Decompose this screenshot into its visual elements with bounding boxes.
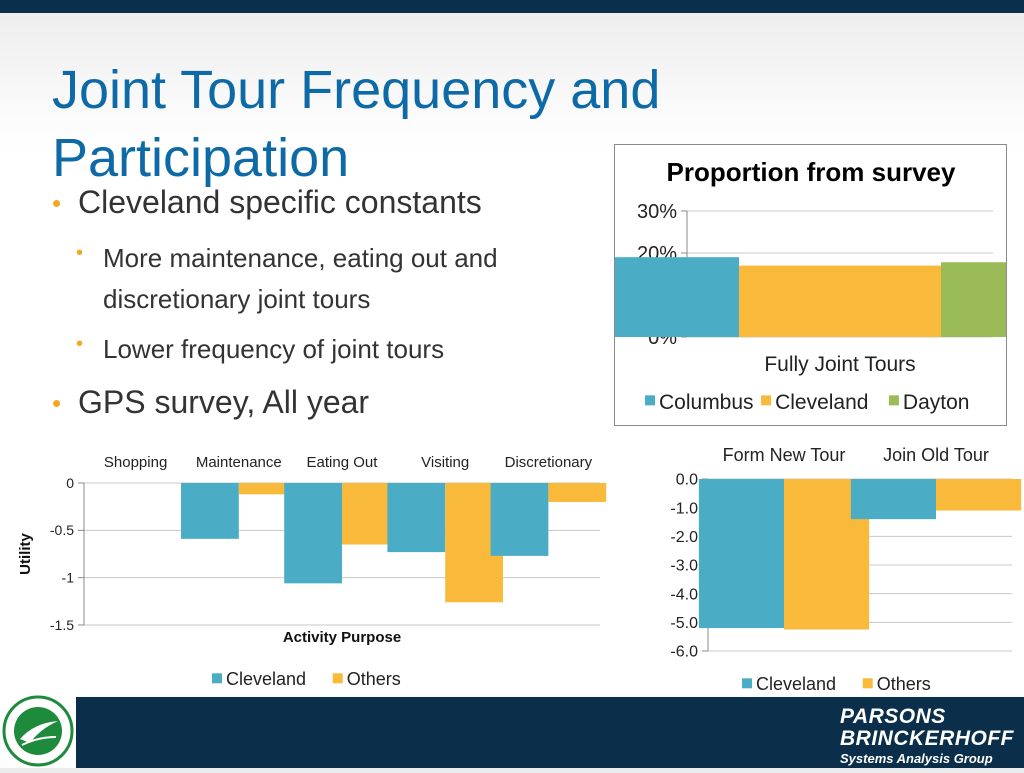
y-tick-label: -6.0: [670, 644, 698, 661]
ohio-dot-logo-icon: [0, 693, 76, 768]
legend-label-cleveland: Cleveland: [756, 674, 836, 694]
bar-cleveland-join-old-tour: [850, 479, 936, 520]
y-tick-label: -0.5: [50, 522, 74, 538]
bar-columbus-fully-joint-tours: [537, 257, 740, 337]
category-label-shopping: Shopping: [104, 454, 167, 471]
category-label-visiting: Visiting: [421, 454, 469, 471]
y-tick-label: -1.0: [670, 500, 698, 517]
y-tick-label: -2.0: [670, 529, 698, 546]
bullet-cleveland-constants: Cleveland specific constants: [78, 184, 482, 220]
bar-cleveland-eating-out: [284, 483, 342, 584]
category-label-discretionary: Discretionary: [505, 454, 593, 471]
y-tick-label: -1: [62, 570, 75, 586]
bar-cleveland-visiting: [387, 483, 446, 553]
brand-line-1: PARSONS: [840, 705, 946, 728]
bar-others-join-old-tour: [936, 479, 1022, 511]
footer-bar: [0, 697, 1024, 768]
legend-label-columbus: Columbus: [659, 391, 754, 414]
bullet-dot-icon: •: [52, 388, 62, 418]
activity-purpose-utility-chart: 0 -0.5 -1 -1.5 Shopping Maintenance Eating Out…: [17, 454, 607, 689]
y-tick-label: 30%: [637, 201, 677, 223]
y-axis-title: Utility: [17, 533, 34, 575]
bullet-dot-icon: •: [76, 242, 84, 264]
y-tick-label: -1.5: [50, 617, 74, 633]
bullet-more-tours-line2: discretionary joint tours: [103, 284, 371, 314]
bar-cleveland-form-new-tour: [698, 479, 784, 629]
bullet-gps-survey: GPS survey, All year: [78, 384, 370, 420]
legend-swatch-others: [332, 673, 343, 684]
y-tick-label: -4.0: [670, 586, 698, 603]
bullet-dot-icon: •: [52, 188, 62, 218]
slide-title: Joint Tour Frequency and Participation: [52, 56, 752, 192]
y-tick-label: 0: [66, 475, 74, 491]
legend-swatch-cleveland: [212, 673, 222, 684]
bullet-dot-icon: •: [76, 333, 84, 355]
bar-dayton-fully-joint-tours: [940, 262, 1024, 337]
category-label-fully-joint-tours: Fully Joint Tours: [764, 353, 915, 376]
category-label-join-old-tour: Join Old Tour: [883, 445, 989, 465]
bar-cleveland-fully-joint-tours: [739, 265, 941, 337]
slide-title-line-2: Participation: [52, 128, 350, 188]
category-label-eating-out: Eating Out: [307, 454, 379, 471]
legend-swatch-columbus: [645, 395, 655, 406]
category-label-form-new-tour: Form New Tour: [723, 445, 846, 465]
legend-label-others: Others: [347, 669, 401, 689]
brand-line-3: Systems Analysis Group: [840, 751, 993, 766]
tour-utility-chart: 0.0 -1.0 -2.0 -3.0 -4.0 -5.0 -6.0 Form New Tour…: [670, 445, 1022, 694]
y-tick-label: 0.0: [676, 472, 698, 489]
legend-label-cleveland: Cleveland: [775, 391, 868, 414]
bar-cleveland-discretionary: [490, 483, 549, 556]
category-label-maintenance: Maintenance: [196, 454, 282, 471]
parsons-brinckerhoff-logo: PARSONS BRINCKERHOFF Systems Analysis Gr…: [840, 706, 1014, 768]
top-banner: [0, 0, 1024, 13]
bar-cleveland-maintenance: [181, 483, 239, 539]
bar-others-discretionary: [548, 483, 607, 502]
bullet-lower-frequency: Lower frequency of joint tours: [103, 334, 445, 364]
brand-line-2: BRINCKERHOFF: [840, 727, 1014, 750]
bullet-more-tours-line1: More maintenance, eating out and: [103, 243, 498, 273]
legend-label-cleveland: Cleveland: [226, 669, 306, 689]
chart-title: Proportion from survey: [667, 157, 956, 187]
legend-swatch-cleveland: [761, 395, 772, 406]
y-tick-label: -5.0: [670, 615, 698, 632]
bar-others-maintenance: [238, 483, 297, 495]
y-tick-label: -3.0: [670, 558, 698, 575]
x-axis-title: Activity Purpose: [283, 629, 401, 646]
legend-swatch-others: [862, 678, 873, 689]
legend-label-dayton: Dayton: [903, 391, 970, 414]
legend-label-others: Others: [877, 674, 931, 694]
legend-swatch-cleveland: [742, 678, 752, 689]
legend-swatch-dayton: [888, 395, 899, 406]
slide-title-line-1: Joint Tour Frequency and: [52, 60, 661, 120]
